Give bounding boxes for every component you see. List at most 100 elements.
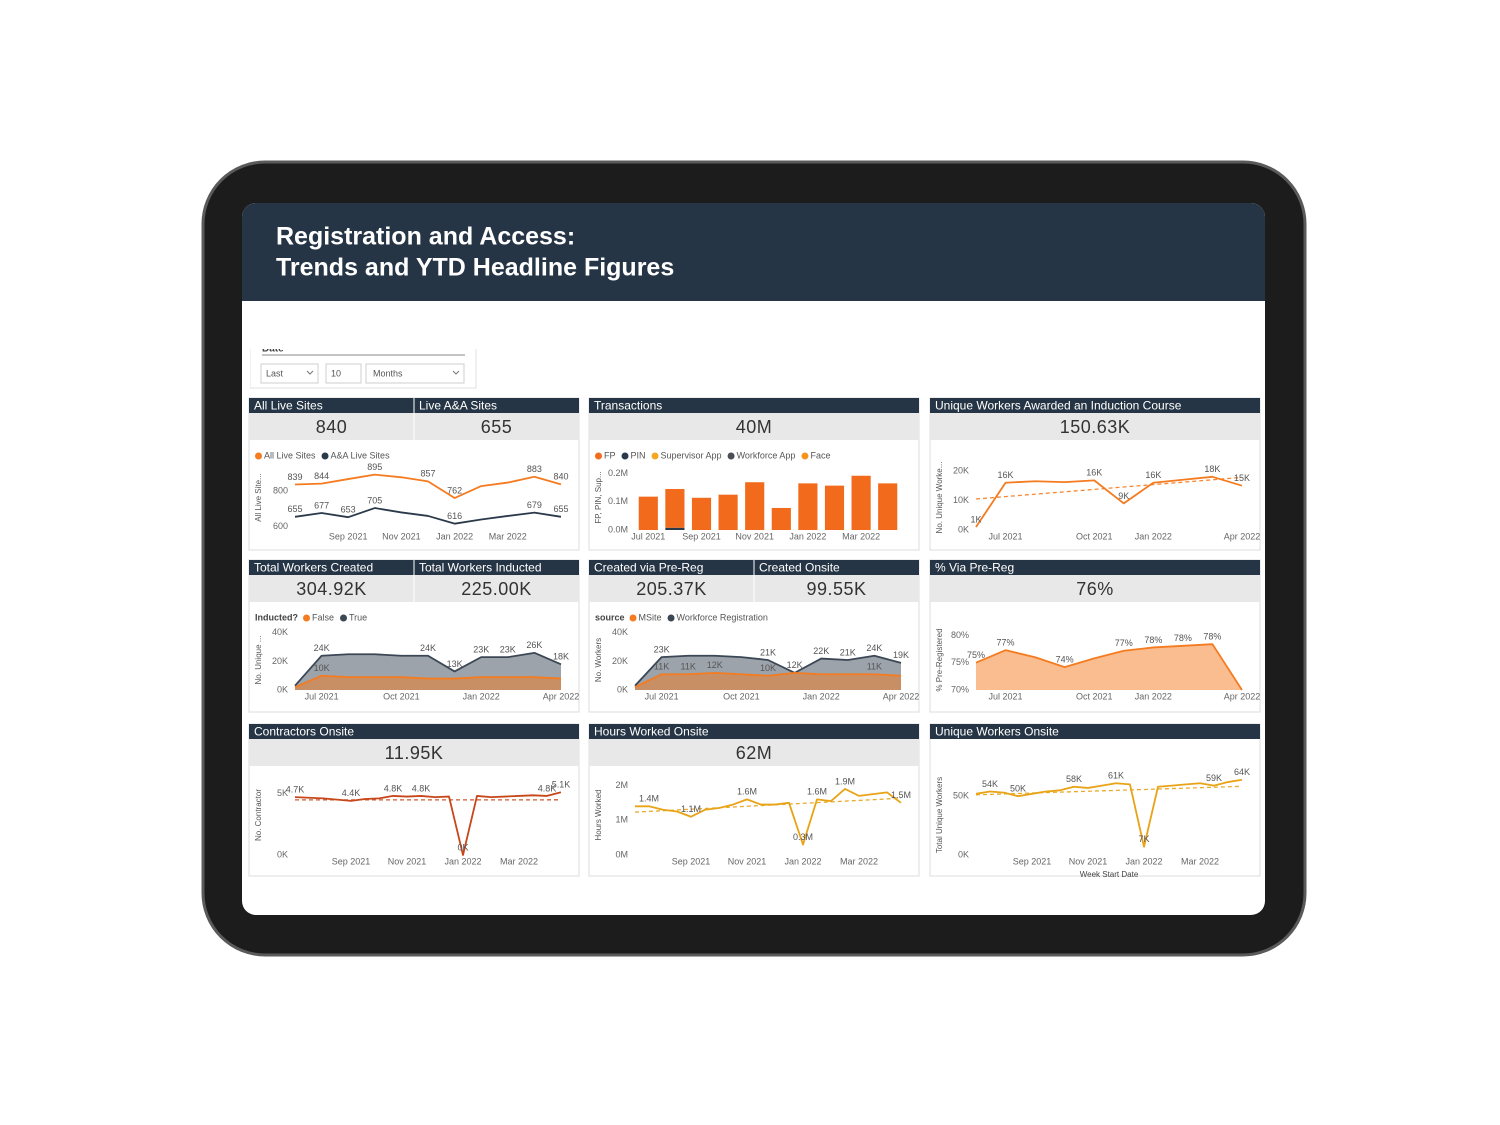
data-label: 883 bbox=[527, 464, 542, 474]
y-axis-title: No. Unique Worke... bbox=[935, 462, 944, 534]
kpi-label: Hours Worked Onsite bbox=[594, 725, 709, 739]
data-label: 13K bbox=[447, 659, 463, 669]
data-label: 762 bbox=[447, 485, 462, 495]
data-label: 23K bbox=[654, 645, 670, 655]
x-tick-label: Jul 2021 bbox=[989, 531, 1023, 541]
kpi-value: 11.95K bbox=[385, 743, 444, 763]
y-axis-title: Hours Worked bbox=[594, 790, 603, 841]
x-tick-label: Apr 2022 bbox=[1224, 691, 1261, 701]
data-label: 11K bbox=[681, 662, 696, 672]
panel: Total Workers Created 304.92K Total Worker… bbox=[248, 559, 580, 713]
kpi-band bbox=[249, 739, 579, 766]
x-axis-title: Week Start Date bbox=[1080, 870, 1139, 879]
x-tick-label: Jan 2022 bbox=[803, 691, 840, 701]
kpi-value: 62M bbox=[736, 743, 773, 763]
legend-label: All Live Sites bbox=[264, 450, 316, 460]
kpi-label: Total Workers Inducted bbox=[419, 561, 542, 575]
legend-label: Workforce Registration bbox=[677, 612, 768, 622]
data-label: 1.6M bbox=[737, 787, 757, 797]
bar bbox=[824, 485, 845, 530]
legend-title: source bbox=[595, 612, 625, 622]
y-tick-label: 40K bbox=[272, 627, 288, 637]
legend-swatch bbox=[629, 614, 637, 622]
data-label: 4.7K bbox=[286, 785, 305, 795]
x-tick-label: Nov 2021 bbox=[1069, 856, 1108, 866]
panel: Hours Worked Onsite 62M Hours Worked 0M 1M 2M… bbox=[588, 723, 920, 877]
data-label: 74% bbox=[1056, 654, 1074, 664]
panel: Contractors Onsite 11.95K No. Contractor 0K… bbox=[248, 723, 580, 877]
x-tick-label: Jul 2021 bbox=[305, 691, 339, 701]
kpi-value: 655 bbox=[481, 417, 513, 437]
screen-content: Registration and Access: Trends and YTD … bbox=[242, 203, 1265, 879]
dropdown-text[interactable]: Months bbox=[373, 368, 403, 378]
dropdown[interactable] bbox=[365, 363, 465, 384]
legend-label: Workforce App bbox=[737, 450, 796, 460]
kpi-band bbox=[930, 413, 1260, 440]
input-text[interactable]: 10 bbox=[331, 368, 341, 378]
data-label: 16K bbox=[1145, 470, 1161, 480]
panel-header bbox=[589, 724, 919, 739]
data-label: 12K bbox=[707, 660, 723, 670]
data-label: 1K bbox=[970, 514, 981, 524]
panel: Unique Workers Onsite Total Unique Worker… bbox=[929, 723, 1261, 879]
data-label: 1.6M bbox=[807, 787, 827, 797]
kpi-band bbox=[930, 575, 1260, 602]
x-tick-label: Jan 2022 bbox=[1135, 531, 1172, 541]
y-tick-label: 0K bbox=[958, 849, 969, 859]
panel: Created via Pre-Reg 205.37K Created Onsite… bbox=[588, 559, 920, 713]
bar bbox=[665, 527, 685, 530]
data-label: 59K bbox=[1206, 773, 1222, 783]
y-tick-label: 50K bbox=[953, 791, 969, 801]
x-tick-label: Oct 2021 bbox=[723, 691, 760, 701]
x-tick-label: Jan 2022 bbox=[1135, 691, 1172, 701]
data-label: 58K bbox=[1066, 774, 1082, 784]
x-tick-label: Sep 2021 bbox=[329, 531, 368, 541]
y-tick-label: 0.0M bbox=[608, 524, 628, 534]
x-tick-label: Jan 2022 bbox=[463, 691, 500, 701]
legend-label: Face bbox=[810, 450, 830, 460]
data-label: 1.1M bbox=[681, 804, 701, 814]
y-tick-label: 0K bbox=[277, 849, 288, 859]
legend-swatch bbox=[727, 452, 735, 460]
data-label: 12K bbox=[787, 660, 803, 670]
data-label: 19K bbox=[893, 650, 909, 660]
panel: Unique Workers Awarded an Induction Cour… bbox=[929, 397, 1261, 551]
data-label: 4.8K bbox=[384, 783, 403, 793]
kpi-label: Total Workers Created bbox=[254, 561, 373, 575]
x-tick-label: Jan 2022 bbox=[436, 531, 473, 541]
data-label: 4.8K bbox=[412, 783, 431, 793]
bar bbox=[638, 496, 658, 530]
data-label: 15K bbox=[1234, 473, 1250, 483]
data-label: 26K bbox=[526, 640, 542, 650]
x-tick-label: Mar 2022 bbox=[489, 531, 527, 541]
x-tick-label: Sep 2021 bbox=[672, 856, 711, 866]
data-label: 616 bbox=[447, 511, 462, 521]
panel-bg bbox=[929, 723, 1261, 877]
data-label: 11K bbox=[867, 662, 882, 672]
panel-header bbox=[930, 398, 1260, 413]
y-tick-label: 20K bbox=[612, 656, 628, 666]
x-tick-label: Sep 2021 bbox=[332, 856, 371, 866]
dropdown-text[interactable]: Last bbox=[266, 368, 284, 378]
data-label: 61K bbox=[1108, 771, 1124, 781]
data-label: 23K bbox=[473, 645, 489, 655]
input[interactable] bbox=[325, 363, 362, 384]
data-label: 24K bbox=[314, 643, 330, 653]
x-tick-label: Mar 2022 bbox=[500, 856, 538, 866]
panel: % Via Pre-Reg 76% % Pre-Registered 70% 75% 80… bbox=[929, 559, 1261, 713]
dropdown[interactable] bbox=[260, 363, 319, 384]
data-label: 77% bbox=[997, 638, 1015, 648]
data-label: 24K bbox=[420, 643, 436, 653]
x-tick-label: Nov 2021 bbox=[735, 531, 774, 541]
kpi-value: 40M bbox=[736, 417, 773, 437]
bar bbox=[718, 494, 738, 530]
y-tick-label: 5K bbox=[277, 788, 288, 798]
kpi-label: Live A&A Sites bbox=[419, 399, 497, 413]
x-tick-label: Jan 2022 bbox=[784, 856, 821, 866]
y-tick-label: 0.2M bbox=[608, 468, 628, 478]
data-label: 75% bbox=[967, 650, 985, 660]
data-label: 18K bbox=[1204, 464, 1220, 474]
data-label: 1.9M bbox=[835, 776, 855, 786]
bar bbox=[665, 489, 685, 528]
